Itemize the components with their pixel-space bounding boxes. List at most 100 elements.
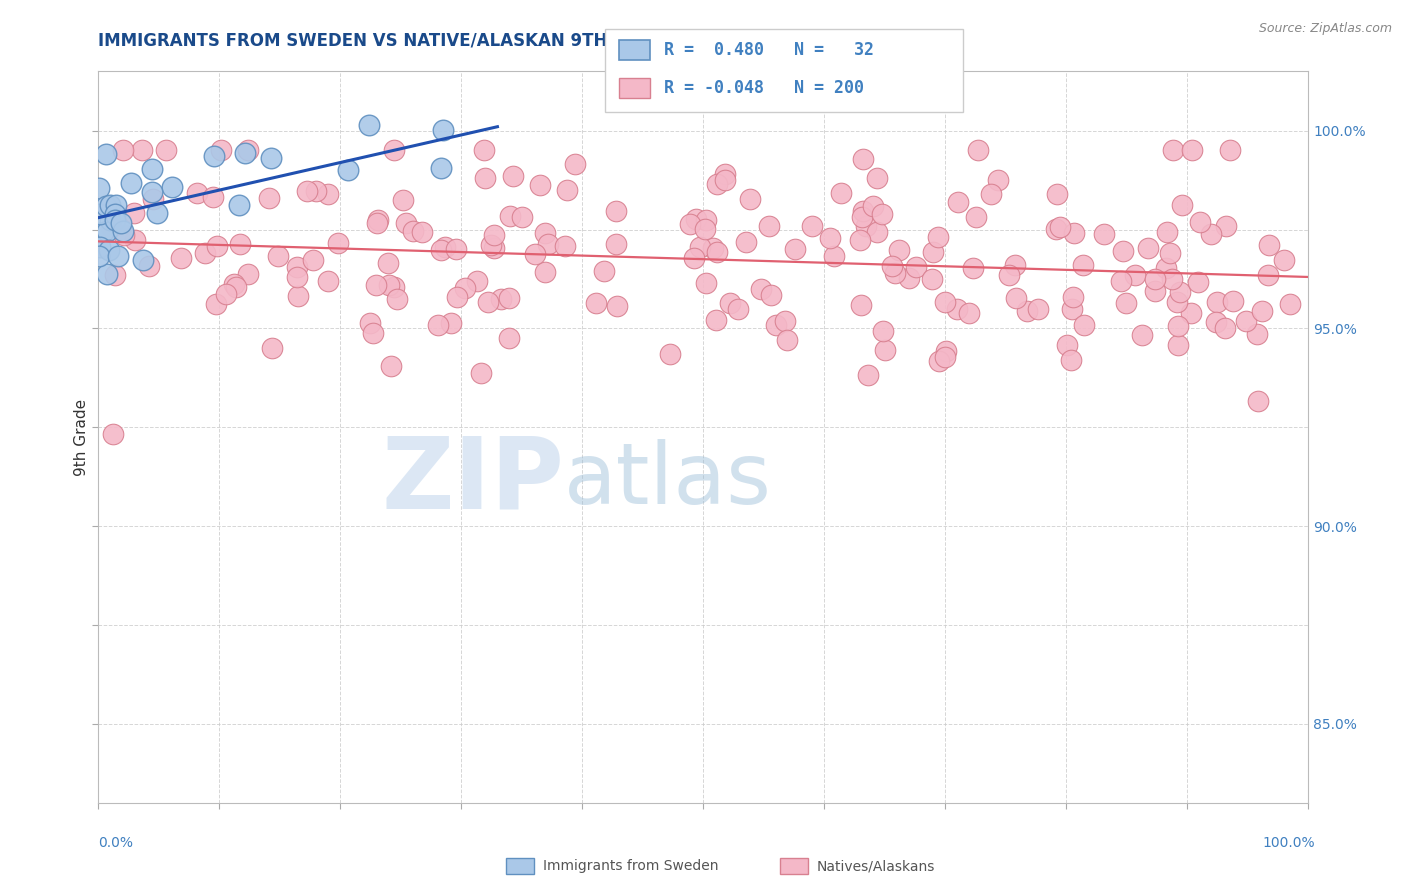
Point [260, 151, 283, 165]
Point [367, 212, 389, 227]
Point [395, 216, 418, 230]
Point [141, 185, 163, 199]
Point [1247, 394, 1270, 409]
Point [870, 206, 893, 220]
Point [96, 267, 118, 281]
Point [411, 225, 433, 239]
Point [169, 251, 191, 265]
Point [402, 224, 425, 238]
Point [104, 268, 127, 283]
Point [1060, 301, 1083, 316]
Point [1167, 319, 1189, 334]
Point [1156, 225, 1178, 239]
Text: R = -0.048   N = 200: R = -0.048 N = 200 [664, 79, 863, 97]
Point [658, 347, 681, 361]
Point [862, 199, 884, 213]
Point [482, 227, 505, 242]
Point [453, 281, 475, 295]
Point [830, 186, 852, 201]
Point [1181, 144, 1204, 158]
Point [1136, 241, 1159, 255]
Point [702, 241, 724, 255]
Point [934, 351, 956, 365]
Point [160, 180, 183, 194]
Point [866, 225, 889, 239]
Point [104, 212, 127, 227]
Point [776, 333, 799, 347]
Point [186, 186, 208, 200]
Point [131, 144, 153, 158]
Point [155, 144, 177, 158]
Point [1250, 304, 1272, 318]
Point [91, 225, 114, 239]
Text: Immigrants from Sweden: Immigrants from Sweden [543, 859, 718, 873]
Point [765, 318, 787, 333]
Point [305, 184, 328, 198]
Point [693, 221, 716, 235]
Point [107, 249, 129, 263]
Point [1213, 320, 1236, 334]
Point [366, 216, 388, 230]
Point [557, 183, 579, 197]
Point [120, 177, 142, 191]
Point [1109, 274, 1132, 288]
Point [359, 317, 381, 331]
Point [727, 301, 749, 316]
Point [89, 207, 111, 221]
Point [749, 282, 772, 296]
Point [714, 167, 737, 181]
Y-axis label: 9th Grade: 9th Grade [73, 399, 89, 475]
Point [222, 277, 245, 291]
Point [498, 291, 520, 305]
Point [783, 242, 806, 256]
Point [427, 318, 450, 332]
Point [194, 246, 217, 260]
Point [112, 228, 135, 243]
Point [477, 295, 499, 310]
Point [1115, 295, 1137, 310]
Point [205, 297, 228, 311]
Point [377, 255, 399, 269]
Point [962, 260, 984, 275]
Point [987, 173, 1010, 187]
Point [1060, 353, 1083, 368]
Point [980, 187, 1002, 202]
Text: R =  0.480   N =   32: R = 0.480 N = 32 [664, 41, 873, 59]
Point [489, 292, 512, 306]
Point [434, 240, 457, 254]
Point [472, 144, 495, 158]
Point [966, 144, 988, 158]
Point [302, 252, 325, 267]
Point [87, 180, 110, 194]
Point [94, 198, 117, 212]
Point [1005, 291, 1028, 305]
Point [215, 286, 238, 301]
Point [921, 272, 943, 286]
Point [1159, 246, 1181, 260]
Point [209, 144, 232, 158]
Point [479, 238, 502, 252]
Point [94, 146, 117, 161]
Point [297, 184, 319, 198]
Point [512, 210, 534, 224]
Point [233, 146, 256, 161]
Point [1187, 275, 1209, 289]
Point [142, 192, 165, 206]
Text: IMMIGRANTS FROM SWEDEN VS NATIVE/ALASKAN 9TH GRADE CORRELATION CHART: IMMIGRANTS FROM SWEDEN VS NATIVE/ALASKAN… [98, 31, 883, 49]
Point [482, 241, 505, 255]
Point [110, 217, 132, 231]
Point [605, 236, 627, 251]
Point [851, 210, 873, 224]
Point [734, 235, 756, 250]
Point [465, 274, 488, 288]
Point [593, 264, 616, 278]
Point [873, 343, 896, 358]
Point [98, 213, 121, 227]
Point [1215, 219, 1237, 233]
Point [1272, 252, 1295, 267]
Point [1123, 268, 1146, 283]
Point [285, 270, 308, 285]
Point [89, 240, 111, 254]
Point [378, 277, 401, 292]
Point [948, 195, 970, 210]
